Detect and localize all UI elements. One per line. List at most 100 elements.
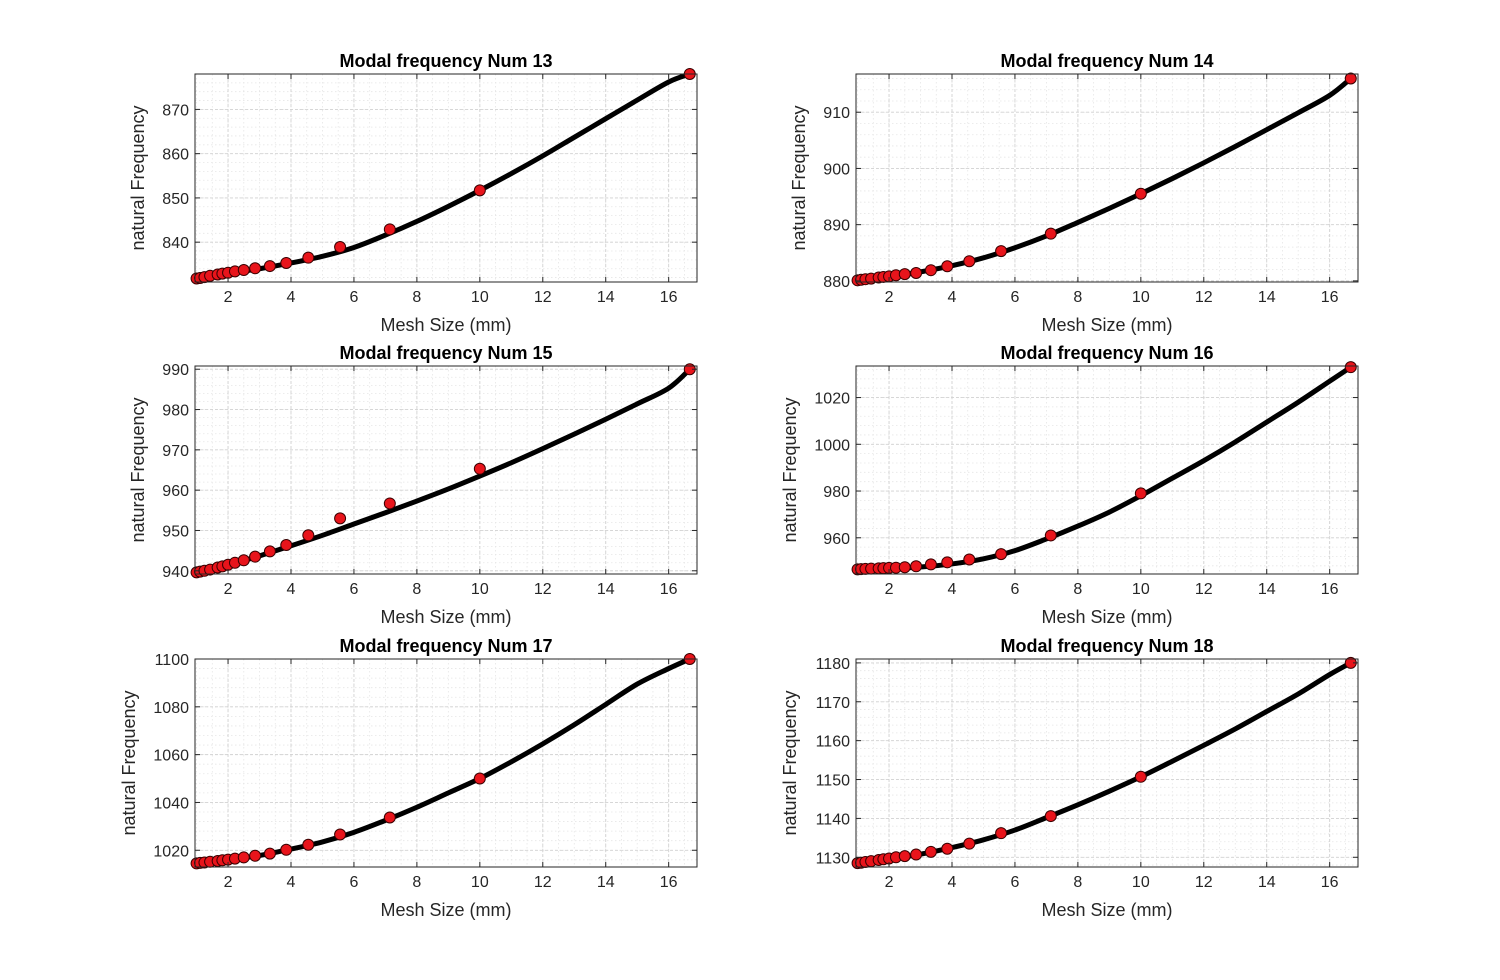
data-point bbox=[910, 267, 923, 280]
data-point bbox=[1044, 529, 1057, 542]
axes-box bbox=[194, 658, 698, 868]
x-tick-label: 14 bbox=[597, 874, 615, 891]
major-grid bbox=[856, 659, 1358, 867]
data-point bbox=[910, 560, 923, 573]
chart-title: Modal frequency Num 18 bbox=[1000, 636, 1213, 656]
x-tick-label: 12 bbox=[534, 581, 552, 598]
data-markers bbox=[851, 361, 1357, 576]
x-axis-label: Mesh Size (mm) bbox=[380, 900, 511, 920]
x-tick-label: 8 bbox=[412, 874, 421, 891]
y-tick-label: 980 bbox=[162, 403, 189, 420]
x-tick-label: 10 bbox=[471, 581, 489, 598]
y-tick-label: 1130 bbox=[816, 850, 851, 867]
data-point bbox=[263, 545, 276, 558]
chart-panel-1: 2 4 6 8 10 12 14 16 840 850 860 870 Modal frequency … bbox=[128, 51, 698, 335]
plot-area bbox=[856, 659, 1358, 867]
data-point bbox=[280, 843, 293, 856]
chart-title: Modal frequency Num 17 bbox=[339, 636, 552, 656]
data-point bbox=[941, 260, 954, 273]
plot-area bbox=[856, 366, 1358, 574]
x-tick-label: 14 bbox=[1258, 874, 1276, 891]
data-point bbox=[302, 251, 315, 264]
y-tick-label: 910 bbox=[823, 105, 850, 122]
axes-box bbox=[194, 73, 698, 283]
data-point bbox=[383, 811, 396, 824]
y-tick-label: 960 bbox=[162, 483, 189, 500]
chart-title: Modal frequency Num 13 bbox=[339, 51, 552, 71]
data-point bbox=[263, 260, 276, 273]
y-axis-label: natural Frequency bbox=[789, 105, 809, 250]
minor-grid bbox=[856, 366, 1358, 574]
data-point bbox=[334, 512, 347, 525]
data-point bbox=[898, 561, 911, 574]
plot-area bbox=[195, 659, 697, 867]
chart-panel-5: 2 4 6 8 10 12 14 16 1020 1040 1060 1080 1100 Modal fr… bbox=[119, 636, 698, 920]
x-tick-label: 6 bbox=[1010, 874, 1019, 891]
y-tick-label: 960 bbox=[823, 531, 850, 548]
y-tick-label: 1060 bbox=[153, 748, 189, 765]
y-tick-label: 900 bbox=[823, 161, 850, 178]
data-point bbox=[237, 554, 250, 567]
x-tick-label: 4 bbox=[948, 289, 957, 306]
data-point bbox=[910, 848, 923, 861]
x-tick-label: 12 bbox=[534, 874, 552, 891]
data-point bbox=[1344, 72, 1357, 85]
y-axis-label: natural Frequency bbox=[128, 397, 148, 542]
data-point bbox=[963, 837, 976, 850]
y-axis-label: natural Frequency bbox=[780, 397, 800, 542]
data-point bbox=[473, 462, 486, 475]
x-tick-label: 4 bbox=[948, 581, 957, 598]
data-point bbox=[995, 245, 1008, 258]
x-tick-label: 2 bbox=[885, 874, 894, 891]
x-axis-label: Mesh Size (mm) bbox=[1041, 900, 1172, 920]
data-point bbox=[963, 255, 976, 268]
chart-title: Modal frequency Num 16 bbox=[1000, 343, 1213, 363]
axes-box bbox=[855, 365, 1359, 575]
x-axis-label: Mesh Size (mm) bbox=[1041, 607, 1172, 627]
data-point bbox=[1134, 770, 1147, 783]
x-tick-label: 8 bbox=[412, 289, 421, 306]
y-tick-label: 1100 bbox=[155, 652, 190, 669]
x-tick-label: 8 bbox=[1073, 581, 1082, 598]
y-tick-label: 950 bbox=[162, 523, 189, 540]
chart-panel-6: 2 4 6 8 10 12 14 16 1130 1140 1150 1160 1170 1180 Moda… bbox=[780, 636, 1359, 920]
y-axis-label: natural Frequency bbox=[780, 690, 800, 835]
data-point bbox=[924, 845, 937, 858]
data-point bbox=[473, 772, 486, 785]
x-tick-label: 14 bbox=[1258, 289, 1276, 306]
y-tick-label: 890 bbox=[823, 218, 850, 235]
data-point bbox=[898, 850, 911, 863]
y-tick-label: 990 bbox=[162, 362, 189, 379]
y-tick-label: 980 bbox=[823, 484, 850, 501]
data-point bbox=[941, 556, 954, 569]
tick-marks bbox=[195, 658, 697, 867]
y-tick-label: 1080 bbox=[153, 700, 189, 717]
x-tick-label: 8 bbox=[1073, 874, 1082, 891]
data-point bbox=[995, 548, 1008, 561]
data-point bbox=[237, 264, 250, 277]
major-grid bbox=[195, 74, 697, 282]
tick-marks bbox=[195, 366, 697, 574]
y-tick-label: 1170 bbox=[816, 695, 851, 712]
y-tick-label: 880 bbox=[823, 274, 850, 291]
x-tick-label: 16 bbox=[1321, 581, 1339, 598]
minor-grid bbox=[195, 658, 697, 867]
chart-title: Modal frequency Num 15 bbox=[339, 343, 552, 363]
data-point bbox=[383, 497, 396, 510]
x-tick-label: 16 bbox=[660, 581, 678, 598]
data-point bbox=[941, 842, 954, 855]
x-tick-label: 14 bbox=[1258, 581, 1276, 598]
x-tick-label: 6 bbox=[1010, 289, 1019, 306]
data-point bbox=[1044, 810, 1057, 823]
x-tick-label: 16 bbox=[1321, 874, 1339, 891]
x-tick-label: 10 bbox=[471, 874, 489, 891]
data-markers bbox=[851, 656, 1357, 870]
x-axis-label: Mesh Size (mm) bbox=[380, 315, 511, 335]
tick-marks bbox=[856, 366, 1358, 574]
plot-area bbox=[856, 74, 1358, 282]
y-tick-label: 1020 bbox=[814, 391, 850, 408]
y-axis-label: natural Frequency bbox=[128, 105, 148, 250]
x-tick-label: 4 bbox=[948, 874, 957, 891]
y-tick-label: 1000 bbox=[814, 437, 850, 454]
